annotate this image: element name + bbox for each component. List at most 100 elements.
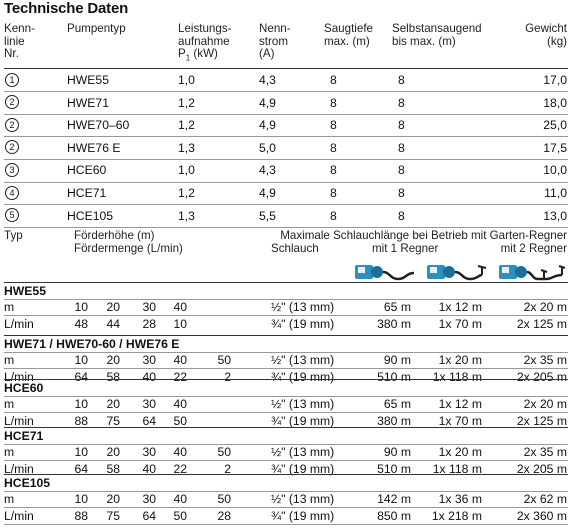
value-cell: 50 bbox=[173, 413, 187, 428]
selbstansaugend-cell: 8 bbox=[398, 95, 405, 110]
header-regner1: mit 1 Regner bbox=[372, 242, 439, 255]
selbstansaugend-cell: 8 bbox=[398, 118, 405, 133]
row-divider bbox=[4, 181, 568, 183]
row-divider bbox=[4, 460, 568, 461]
row-divider bbox=[4, 68, 568, 69]
value-cell: 88 bbox=[74, 413, 88, 428]
pump-hose-icon bbox=[355, 265, 415, 281]
value-cell: 40 bbox=[142, 369, 156, 384]
hose-length-cell: 65 m bbox=[383, 300, 411, 314]
two-sprinkler-cell: 2x 35 m bbox=[523, 353, 567, 367]
value-cell: 40 bbox=[142, 461, 156, 476]
hose-size-cell: ¾" (19 mm) bbox=[271, 508, 335, 523]
nennstrom-cell: 4,9 bbox=[259, 118, 276, 133]
saugtiefe-cell: 8 bbox=[330, 118, 337, 133]
value-cell: 64 bbox=[74, 369, 88, 384]
header-typ: Typ bbox=[4, 229, 23, 242]
group-title: HCE71 bbox=[4, 428, 44, 443]
kennlinie-number: 2 bbox=[5, 95, 19, 110]
saugtiefe-cell: 8 bbox=[330, 95, 337, 110]
two-sprinkler-cell: 2x 62 m bbox=[523, 492, 567, 506]
value-cell: 10 bbox=[173, 316, 187, 331]
hose-length-cell: 380 m bbox=[377, 413, 411, 428]
hose-length-cell: 510 m bbox=[377, 461, 411, 476]
two-sprinkler-cell: 2x 20 m bbox=[523, 300, 567, 314]
header-leistung: Leistungs- aufnahme P1 (kW) bbox=[178, 22, 232, 65]
value-cell: 10 bbox=[74, 300, 88, 314]
nennstrom-cell: 4,9 bbox=[259, 186, 276, 200]
value-cell: 20 bbox=[106, 445, 120, 459]
two-sprinkler-cell: 2x 20 m bbox=[523, 397, 567, 411]
pumpentyp-cell: HWE70–60 bbox=[67, 118, 130, 133]
hose-size-cell: ¾" (19 mm) bbox=[271, 369, 335, 384]
hose-size-cell: ½" (13 mm) bbox=[271, 353, 335, 367]
pumpentyp-cell: HCE105 bbox=[67, 208, 114, 223]
row-divider bbox=[4, 523, 568, 525]
row-divider bbox=[4, 91, 568, 93]
unit-cell: L/min bbox=[4, 508, 34, 523]
value-cell: 20 bbox=[106, 300, 120, 314]
unit-cell: m bbox=[4, 353, 15, 367]
value-cell: 64 bbox=[142, 508, 156, 523]
hose-size-cell: ½" (13 mm) bbox=[271, 445, 335, 459]
pumpentyp-cell: HCE60 bbox=[67, 163, 107, 178]
one-sprinkler-cell: 1x 218 m bbox=[431, 508, 482, 523]
pump-one-sprinkler-icon bbox=[427, 265, 487, 281]
row-divider bbox=[4, 335, 568, 336]
value-cell: 64 bbox=[74, 461, 88, 476]
pumpentyp-cell: HWE71 bbox=[67, 95, 109, 110]
value-cell: 28 bbox=[217, 508, 231, 523]
one-sprinkler-cell: 1x 20 m bbox=[438, 445, 482, 459]
value-cell: 50 bbox=[173, 508, 187, 523]
value-cell: 75 bbox=[106, 413, 120, 428]
header-saugtiefe: Saugtiefe max. (m) bbox=[324, 22, 373, 48]
group-title: HWE55 bbox=[4, 283, 46, 298]
pumpentyp-cell: HWE76 E bbox=[67, 140, 121, 155]
row-divider bbox=[4, 226, 568, 228]
hose-size-cell: ½" (13 mm) bbox=[271, 397, 335, 411]
value-cell: 20 bbox=[106, 397, 120, 411]
header-nennstrom: Nenn- strom (A) bbox=[259, 22, 291, 61]
hose-length-cell: 90 m bbox=[383, 445, 411, 459]
pump-two-sprinkler-icon bbox=[499, 265, 566, 281]
value-cell: 50 bbox=[217, 353, 231, 367]
value-cell: 30 bbox=[142, 353, 156, 367]
one-sprinkler-cell: 1x 20 m bbox=[438, 353, 482, 367]
kennlinie-number: 5 bbox=[5, 208, 19, 223]
nennstrom-cell: 4,3 bbox=[259, 73, 276, 87]
nennstrom-cell: 4,9 bbox=[259, 95, 276, 110]
value-cell: 58 bbox=[106, 461, 120, 476]
leistung-cell: 1,2 bbox=[178, 95, 195, 110]
hose-size-cell: ½" (13 mm) bbox=[271, 300, 335, 314]
unit-cell: L/min bbox=[4, 413, 34, 428]
row-divider bbox=[4, 204, 568, 206]
group-title: HCE60 bbox=[4, 380, 44, 395]
value-cell: 2 bbox=[224, 461, 231, 476]
header-selbstansaugend: Selbstansaugend bis max. (m) bbox=[392, 22, 482, 48]
one-sprinkler-cell: 1x 12 m bbox=[438, 397, 482, 411]
gewicht-cell: 13,0 bbox=[543, 208, 567, 223]
unit-cell: L/min bbox=[4, 369, 34, 384]
header-kennlinie: Kenn- linie Nr. bbox=[4, 22, 35, 61]
gewicht-cell: 11,0 bbox=[544, 186, 567, 200]
hose-size-cell: ¾" (19 mm) bbox=[271, 316, 335, 331]
pumpentyp-cell: HWE55 bbox=[67, 73, 109, 87]
value-cell: 44 bbox=[106, 316, 120, 331]
value-cell: 75 bbox=[106, 508, 120, 523]
two-sprinkler-cell: 2x 205 m bbox=[516, 461, 567, 476]
value-cell: 40 bbox=[173, 397, 187, 411]
gewicht-cell: 18,0 bbox=[543, 95, 567, 110]
hose-length-cell: 510 m bbox=[377, 369, 411, 384]
row-divider bbox=[4, 443, 568, 445]
one-sprinkler-cell: 1x 12 m bbox=[438, 300, 482, 314]
value-cell: 40 bbox=[173, 300, 187, 314]
hose-length-cell: 142 m bbox=[377, 492, 411, 506]
gewicht-cell: 17,0 bbox=[543, 73, 567, 87]
hose-length-cell: 90 m bbox=[383, 353, 411, 367]
two-sprinkler-cell: 2x 205 m bbox=[516, 369, 567, 384]
one-sprinkler-cell: 1x 118 m bbox=[432, 461, 482, 476]
value-cell: 58 bbox=[106, 369, 120, 384]
value-cell: 64 bbox=[142, 413, 156, 428]
value-cell: 40 bbox=[173, 445, 187, 459]
one-sprinkler-cell: 1x 70 m bbox=[438, 413, 482, 428]
